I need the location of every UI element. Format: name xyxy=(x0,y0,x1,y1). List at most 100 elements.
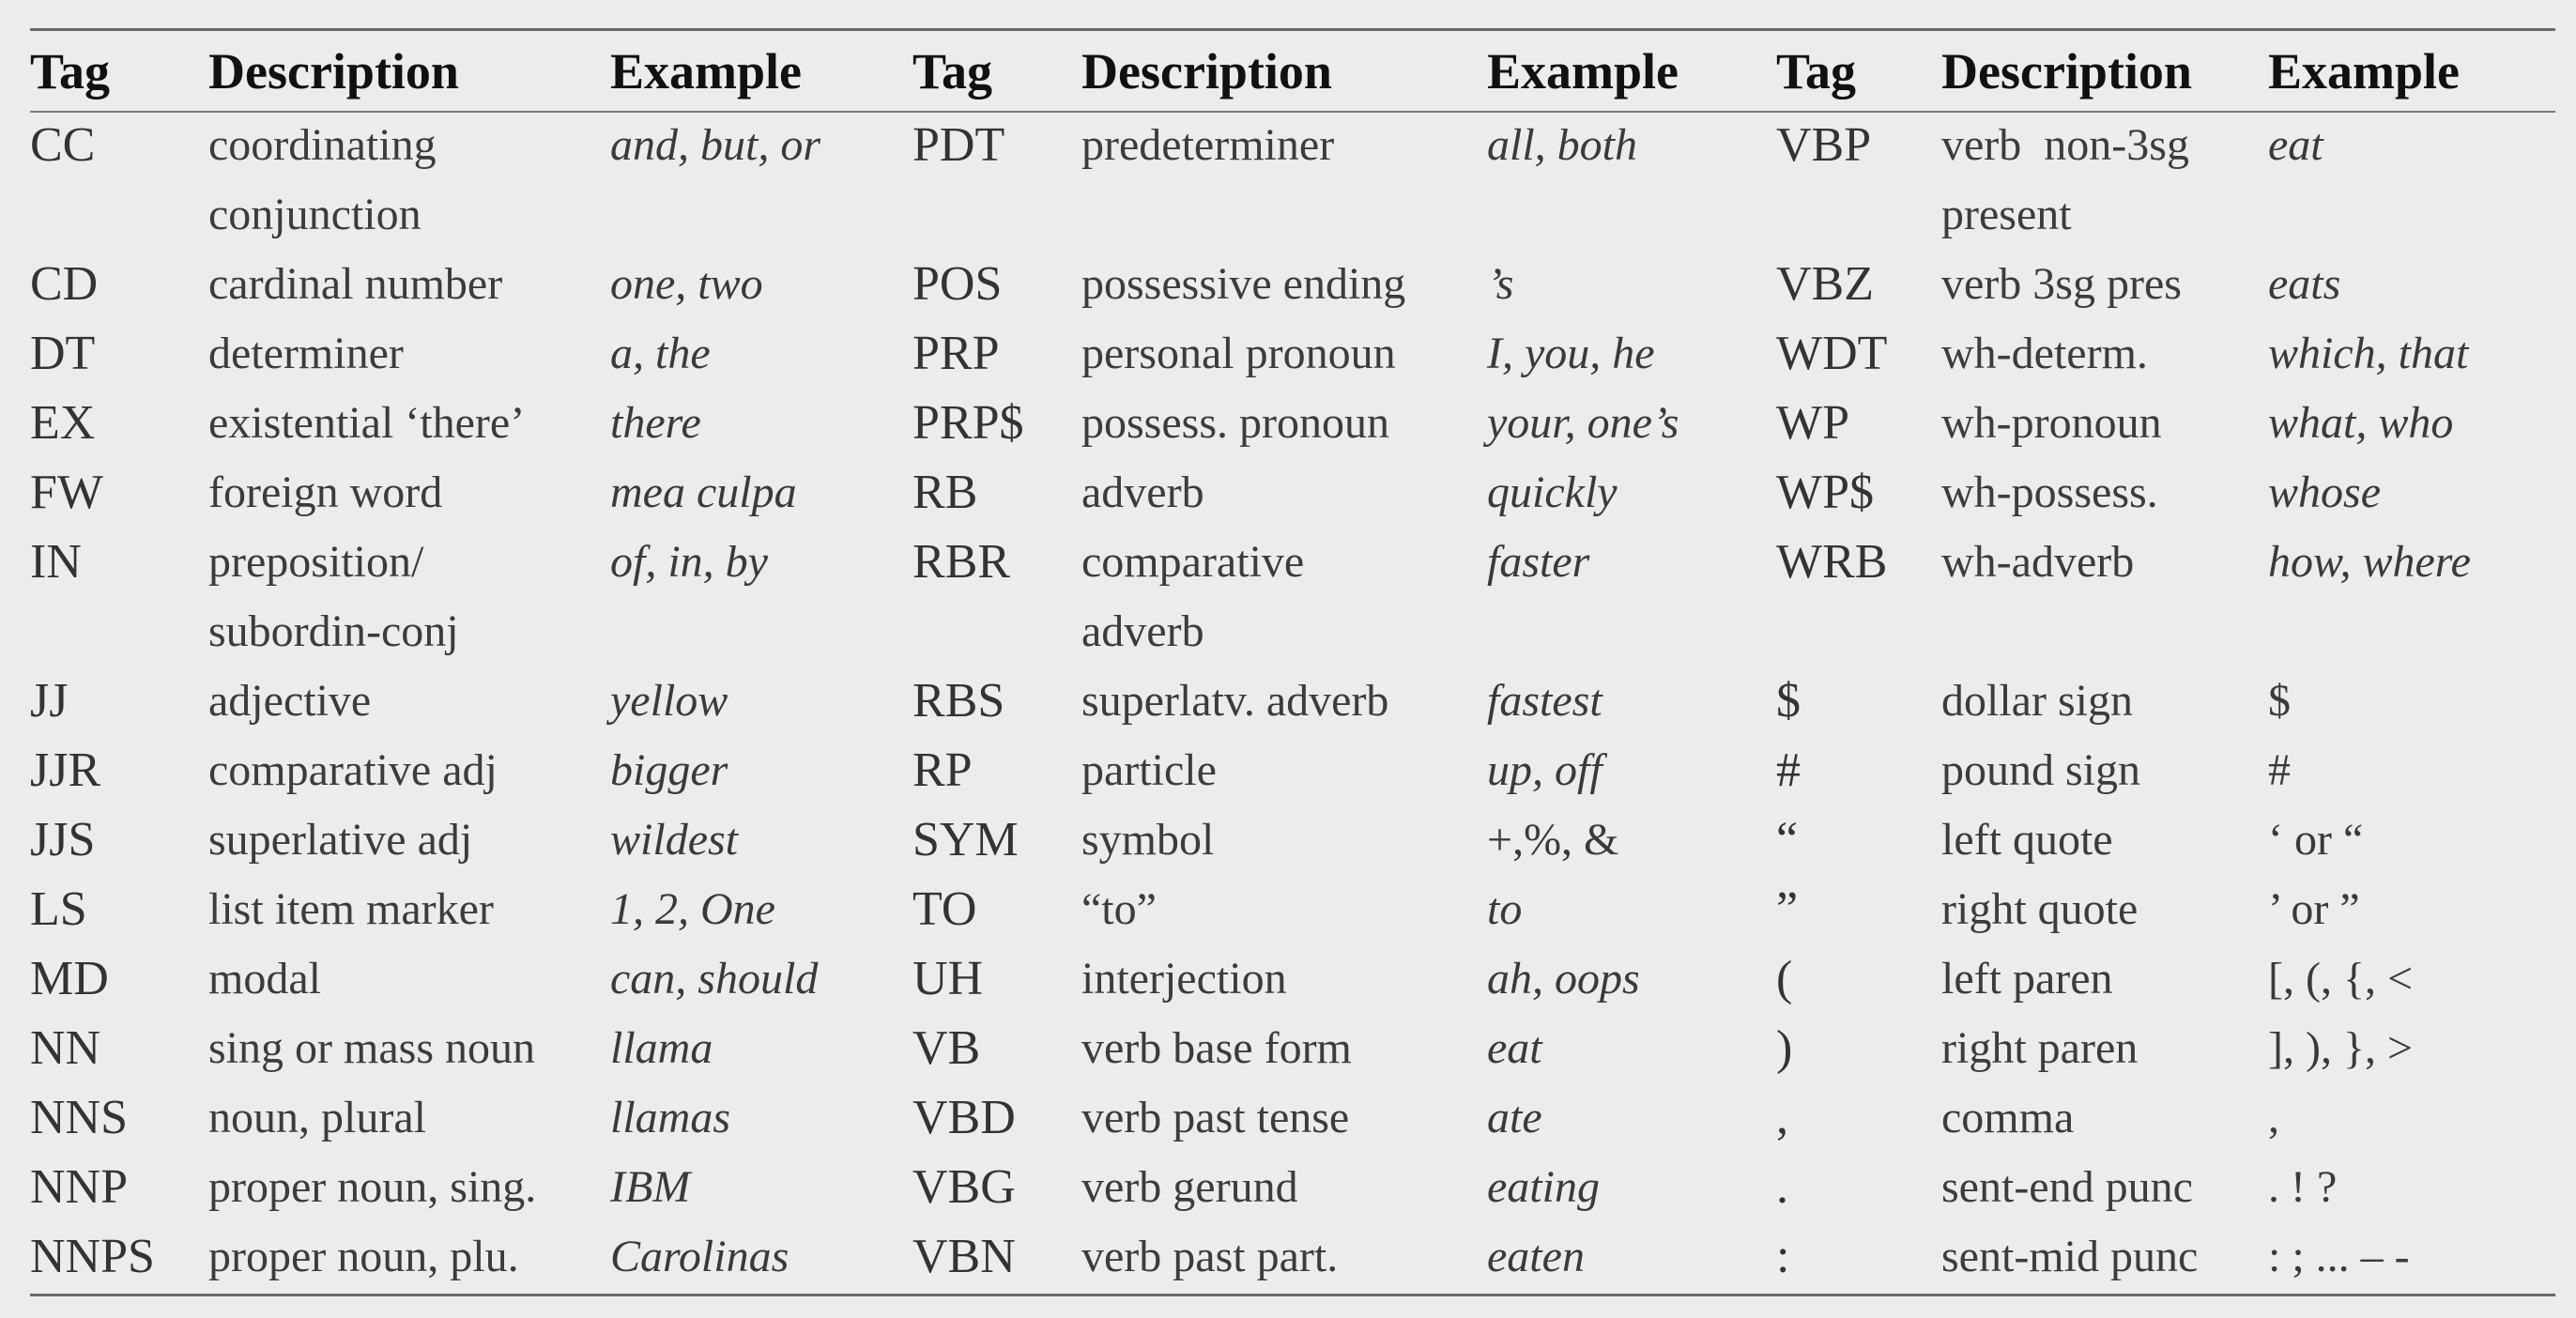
tag-cell: IN xyxy=(30,535,82,589)
table-row: NNPS proper noun, plu. Carolinas VBN verb pa… xyxy=(30,1222,2555,1292)
description-cell: left paren xyxy=(1941,954,2113,1004)
description-cell: adverb xyxy=(1081,467,1204,517)
description-cell: sent-mid punc xyxy=(1941,1232,2199,1281)
tag-cell: ( xyxy=(1776,952,1793,1005)
description-cell: proper noun, sing. xyxy=(208,1162,537,1212)
example-cell: eats xyxy=(2268,259,2341,309)
table-row: JJR comparative adj bigger RP particle up, of… xyxy=(30,736,2555,805)
example-cell: a, the xyxy=(610,329,711,378)
header-example-2: Example xyxy=(1487,43,1679,100)
description-cell: right paren xyxy=(1941,1023,2139,1073)
example-cell: fastest xyxy=(1487,676,1602,726)
example-cell: . ! ? xyxy=(2268,1162,2338,1212)
example-cell: ah, oops xyxy=(1487,954,1640,1004)
example-cell: Carolinas xyxy=(610,1232,790,1281)
table-row: CD cardinal number one, two POS possessive e… xyxy=(30,250,2555,319)
header-example-3: Example xyxy=(2268,43,2461,100)
description-cell: verb 3sg pres xyxy=(1941,259,2182,309)
example-cell: ], ), }, > xyxy=(2268,1023,2414,1073)
tag-cell: RBS xyxy=(912,674,1005,728)
table-row: NN sing or mass noun llama VB verb base form… xyxy=(30,1014,2555,1083)
header-tag-3: Tag xyxy=(1776,43,1857,100)
header-tag-2: Tag xyxy=(912,43,993,100)
example-cell: can, should xyxy=(610,954,819,1004)
example-cell: ’ or ” xyxy=(2268,884,2360,934)
example-cell: llama xyxy=(610,1023,713,1073)
tag-cell: VBG xyxy=(912,1160,1016,1214)
example-cell: one, two xyxy=(610,259,763,309)
tag-cell: “ xyxy=(1776,813,1799,866)
table-row: JJ adjective yellow RBS superlatv. adverb fas… xyxy=(30,667,2555,736)
description-cell: determiner xyxy=(208,329,404,378)
description-cell: symbol xyxy=(1081,815,1215,865)
description-cell: verb non-3sg present xyxy=(1941,120,2189,239)
description-cell: possess. pronoun xyxy=(1081,398,1390,448)
description-cell: right quote xyxy=(1941,884,2139,934)
description-cell: existential ‘there’ xyxy=(208,398,526,448)
example-cell: : ; ... – - xyxy=(2268,1232,2410,1281)
tag-cell: VBD xyxy=(912,1091,1016,1144)
header-description-1: Description xyxy=(208,43,459,100)
tag-cell: WP$ xyxy=(1776,466,1874,519)
description-cell: wh-determ. xyxy=(1941,329,2148,378)
tag-cell: PRP$ xyxy=(912,396,1024,450)
description-cell: personal pronoun xyxy=(1081,329,1396,378)
description-cell: possessive ending xyxy=(1081,259,1406,309)
description-cell: pound sign xyxy=(1941,745,2141,795)
example-cell: eating xyxy=(1487,1162,1600,1212)
table-row: DT determiner a, the PRP personal pronoun I, … xyxy=(30,319,2555,389)
example-cell: to xyxy=(1487,884,1523,934)
header-rule xyxy=(30,111,2555,113)
tag-cell: PRP xyxy=(912,327,1000,380)
description-cell: adjective xyxy=(208,676,372,726)
tag-cell: , xyxy=(1776,1091,1788,1144)
tag-cell: WRB xyxy=(1776,535,1888,589)
example-cell: eat xyxy=(2268,120,2323,170)
example-cell: faster xyxy=(1487,537,1590,587)
description-cell: superlative adj xyxy=(208,815,473,865)
example-cell: ‘ or “ xyxy=(2268,815,2364,865)
example-cell: +,%, & xyxy=(1487,815,1619,865)
description-cell: dollar sign xyxy=(1941,676,2133,726)
example-cell: ’s xyxy=(1487,259,1514,309)
tag-cell: RB xyxy=(912,466,978,519)
example-cell: 1, 2, One xyxy=(610,884,775,934)
description-cell: interjection xyxy=(1081,954,1287,1004)
table-body: CC coordinating conjunction and, but, or PDT… xyxy=(30,111,2555,1292)
description-cell: noun, plural xyxy=(208,1093,426,1142)
tag-cell: # xyxy=(1776,743,1801,797)
top-rule xyxy=(30,28,2555,31)
example-cell: [, (, {, < xyxy=(2268,954,2414,1004)
description-cell: verb past part. xyxy=(1081,1232,1339,1281)
table-row: MD modal can, should UH interjection ah, oops… xyxy=(30,944,2555,1014)
example-cell: there xyxy=(610,398,701,448)
table-row: NNS noun, plural llamas VBD verb past tense a… xyxy=(30,1083,2555,1153)
description-cell: preposition/subordin-conj xyxy=(208,537,459,656)
description-cell: “to” xyxy=(1081,884,1157,934)
tag-cell: DT xyxy=(30,327,96,380)
header-example-1: Example xyxy=(610,43,803,100)
description-cell: cardinal number xyxy=(208,259,503,309)
tag-cell: RP xyxy=(912,743,973,797)
example-cell: IBM xyxy=(610,1162,691,1212)
example-cell: your, one’s xyxy=(1487,398,1679,448)
tag-cell: PDT xyxy=(912,118,1005,172)
table-row: CC coordinating conjunction and, but, or PDT… xyxy=(30,111,2555,250)
example-cell: eaten xyxy=(1487,1232,1585,1281)
example-cell: , xyxy=(2268,1093,2279,1142)
table-row: IN preposition/subordin-conj of, in, by RBR… xyxy=(30,528,2555,667)
description-cell: modal xyxy=(208,954,321,1004)
tag-cell: WP xyxy=(1776,396,1849,450)
description-cell: foreign word xyxy=(208,467,443,517)
header-description-3: Description xyxy=(1941,43,2192,100)
tag-cell: VBP xyxy=(1776,118,1872,172)
description-cell: superlatv. adverb xyxy=(1081,676,1389,726)
example-cell: wildest xyxy=(610,815,739,865)
example-cell: and, but, or xyxy=(610,120,821,170)
example-cell: I, you, he xyxy=(1487,329,1655,378)
bottom-rule xyxy=(30,1294,2555,1296)
tag-cell: ) xyxy=(1776,1021,1793,1075)
tag-cell: POS xyxy=(912,257,1003,311)
table-row: FW foreign word mea culpa RB adverb quickly WP… xyxy=(30,458,2555,528)
tag-cell: VBN xyxy=(912,1230,1016,1283)
